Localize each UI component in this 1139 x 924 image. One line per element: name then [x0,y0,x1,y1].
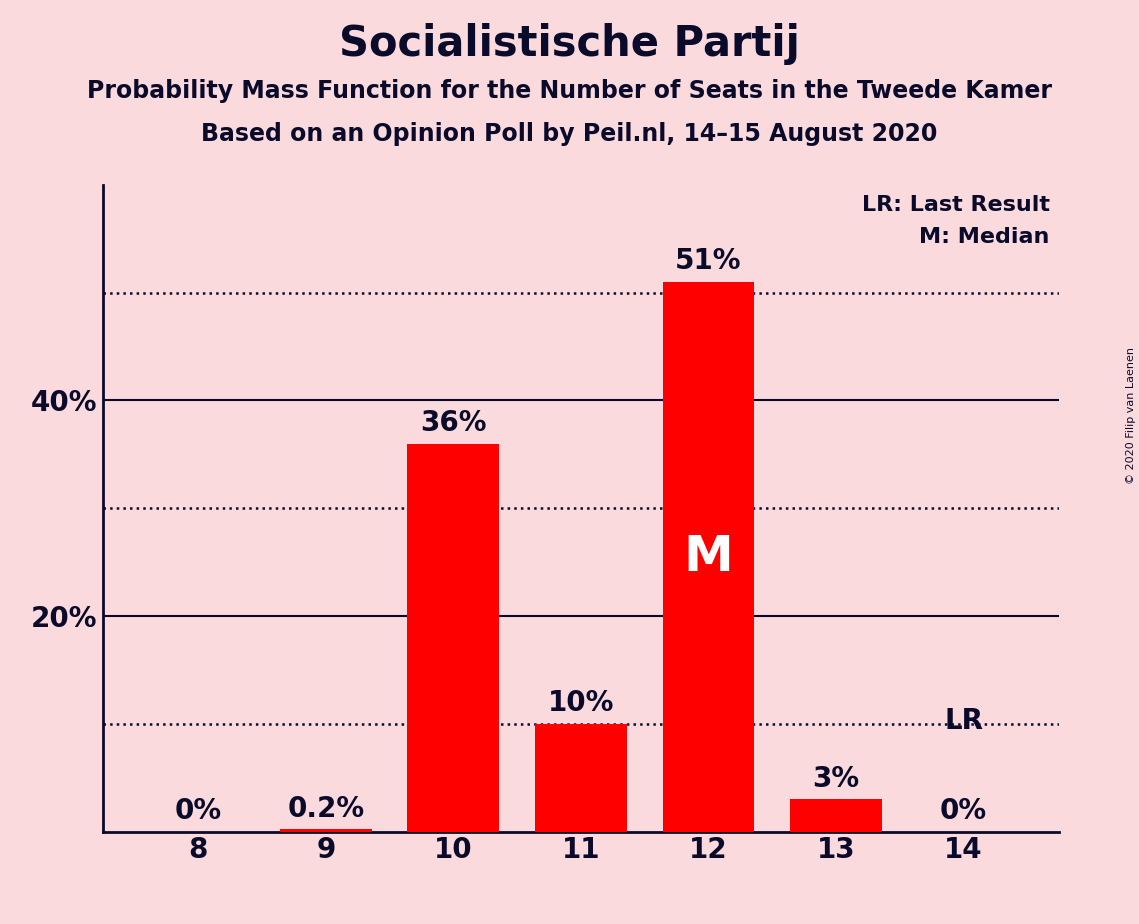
Bar [280,830,371,832]
Bar [663,282,754,832]
Text: 3%: 3% [812,765,860,793]
Text: M: M [683,533,734,580]
Bar [408,444,499,832]
Text: Probability Mass Function for the Number of Seats in the Tweede Kamer: Probability Mass Function for the Number… [87,79,1052,103]
Text: 51%: 51% [675,248,741,275]
Bar [790,799,882,832]
Text: 10%: 10% [548,689,614,717]
Text: M: Median: M: Median [919,226,1050,247]
Text: 0%: 0% [174,797,222,825]
Text: Based on an Opinion Poll by Peil.nl, 14–15 August 2020: Based on an Opinion Poll by Peil.nl, 14–… [202,122,937,146]
Text: LR: LR [944,707,983,735]
Text: LR: Last Result: LR: Last Result [862,194,1050,214]
Text: 0%: 0% [940,797,988,825]
Text: © 2020 Filip van Laenen: © 2020 Filip van Laenen [1126,347,1136,484]
Text: Socialistische Partij: Socialistische Partij [339,23,800,65]
Bar [535,723,626,832]
Text: 0.2%: 0.2% [287,795,364,823]
Text: 36%: 36% [420,409,486,437]
